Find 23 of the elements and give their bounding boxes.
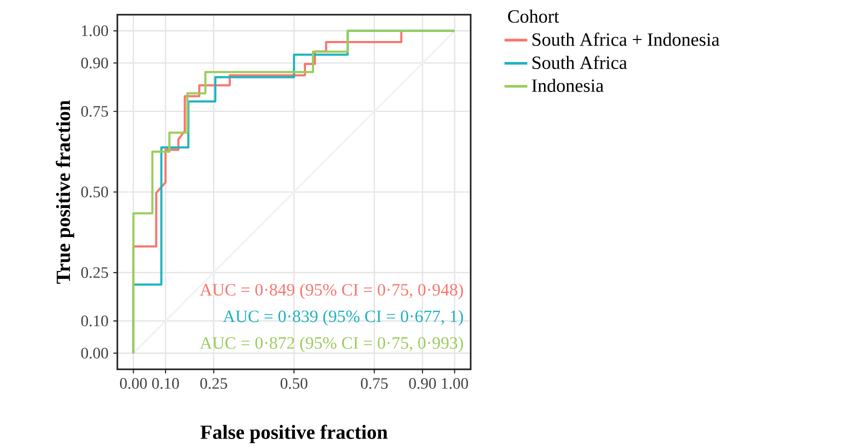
legend-title: Cohort	[508, 10, 560, 24]
annotation: AUC = 0·849 (95% CI = 0·75, 0·948)	[200, 284, 463, 300]
legend-label: South Africa	[532, 56, 627, 70]
x-tick-label: 0.25	[200, 378, 228, 390]
x-tick-label: 1.00	[442, 378, 468, 390]
y-tick-label: 0.90	[81, 58, 108, 69]
x-tick-label: 0.50	[280, 378, 308, 390]
y-tick-label: 0.25	[81, 267, 108, 278]
x-axis-title: False positive fraction	[200, 424, 388, 444]
x-tick-label: 0.90	[409, 378, 436, 390]
y-tick-label: 0.00	[81, 348, 108, 359]
x-tick-label: 0.00	[120, 378, 147, 390]
y-tick-label: 0.75	[81, 106, 108, 118]
legend-label: Indonesia	[532, 79, 604, 92]
x-tick-label: 0.10	[152, 378, 179, 390]
annotation: AUC = 0·839 (95% CI = 0·677, 1)	[222, 310, 463, 326]
y-tick-label: 1.00	[82, 26, 108, 36]
annotation: AUC = 0·872 (95% CI = 0·75, 0·993)	[200, 336, 463, 353]
x-tick-label: 0.75	[360, 378, 388, 390]
y-axis-title: True positive fraction	[56, 100, 74, 284]
legend-label: South Africa + Indonesia	[532, 32, 720, 46]
y-tick-label: 0.50	[81, 186, 108, 198]
y-tick-label: 0.10	[81, 316, 108, 327]
